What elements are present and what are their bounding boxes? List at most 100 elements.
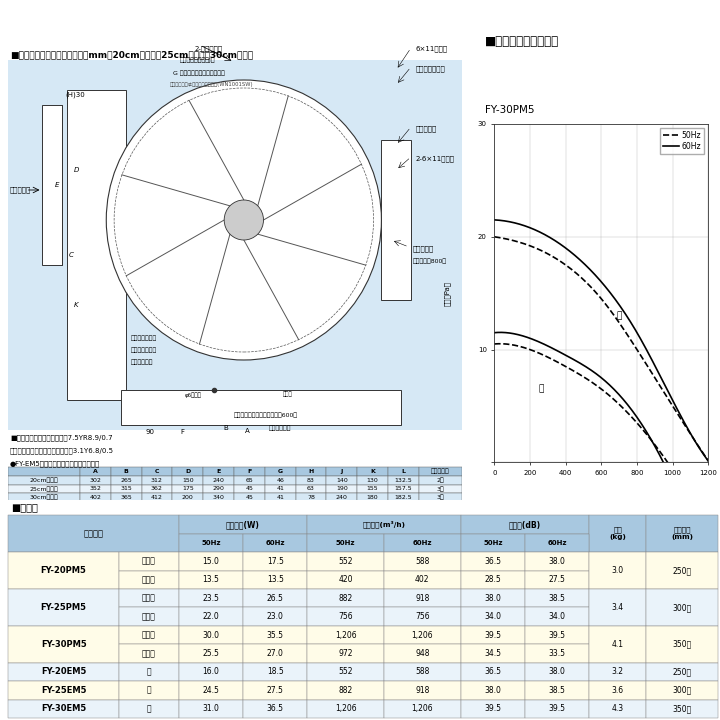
- Bar: [307, 516, 461, 534]
- Bar: [647, 681, 718, 700]
- Text: C: C: [155, 469, 159, 474]
- Bar: [307, 608, 384, 626]
- Bar: [172, 485, 203, 493]
- Bar: [461, 589, 525, 608]
- Bar: [179, 626, 243, 644]
- Text: 4.1: 4.1: [612, 640, 624, 649]
- Text: FY-25EM5: FY-25EM5: [41, 686, 86, 695]
- Bar: [179, 608, 243, 626]
- Text: L: L: [402, 469, 405, 474]
- Text: 電源コード: 電源コード: [413, 245, 434, 251]
- Text: 972: 972: [338, 649, 353, 658]
- Text: 3枚: 3枚: [436, 495, 444, 500]
- Text: 流受け: 流受け: [283, 391, 293, 397]
- Text: 30cmタイプ: 30cmタイプ: [30, 495, 58, 500]
- Text: 3.4: 3.4: [612, 603, 624, 612]
- Bar: [525, 700, 590, 718]
- Bar: [8, 493, 80, 502]
- Bar: [234, 467, 265, 476]
- Bar: [243, 626, 307, 644]
- Bar: [307, 662, 384, 681]
- Bar: [120, 644, 179, 662]
- Text: 18.5: 18.5: [267, 667, 284, 676]
- Bar: [296, 493, 326, 502]
- Bar: [120, 626, 179, 644]
- Text: 排・強: 排・強: [142, 594, 156, 603]
- Bar: [203, 476, 234, 485]
- Text: 34.0: 34.0: [549, 612, 566, 621]
- Bar: [461, 626, 525, 644]
- Text: 250角: 250角: [672, 566, 692, 575]
- Text: 22.0: 22.0: [202, 612, 219, 621]
- Bar: [179, 534, 243, 552]
- Bar: [111, 467, 142, 476]
- Text: 換気風量(m³/h): 換気風量(m³/h): [363, 521, 405, 528]
- Text: 38.5: 38.5: [549, 686, 566, 695]
- Bar: [419, 467, 462, 476]
- Text: 39.5: 39.5: [549, 704, 566, 714]
- Text: 39.5: 39.5: [485, 631, 501, 639]
- Bar: [179, 589, 243, 608]
- Text: FY-30PM5: FY-30PM5: [41, 640, 86, 649]
- Text: 排: 排: [147, 686, 151, 695]
- Text: 78: 78: [307, 495, 315, 500]
- Text: ■マンセル値：オリフィス　7.5YR8.9/0.7: ■マンセル値：オリフィス 7.5YR8.9/0.7: [10, 434, 112, 441]
- Text: 1,206: 1,206: [335, 704, 356, 714]
- Text: 63: 63: [307, 487, 315, 491]
- Text: ■特性表: ■特性表: [12, 502, 38, 512]
- Text: J: J: [341, 469, 343, 474]
- Text: 38.5: 38.5: [549, 594, 566, 603]
- Text: 756: 756: [415, 612, 430, 621]
- Bar: [80, 476, 111, 485]
- Bar: [172, 476, 203, 485]
- Text: 402: 402: [415, 575, 430, 584]
- Text: A: A: [93, 469, 98, 474]
- Bar: [326, 485, 357, 493]
- Bar: [461, 570, 525, 589]
- Bar: [384, 662, 461, 681]
- Bar: [384, 570, 461, 589]
- Bar: [326, 476, 357, 485]
- Bar: [461, 608, 525, 626]
- Text: 50Hz: 50Hz: [201, 540, 220, 546]
- Text: 50Hz: 50Hz: [483, 540, 503, 546]
- Bar: [525, 662, 590, 681]
- Bar: [142, 485, 172, 493]
- Text: 402: 402: [89, 495, 102, 500]
- Text: シャッター: シャッター: [10, 186, 31, 193]
- Text: FY-20PM5: FY-20PM5: [41, 566, 86, 575]
- Text: 排・弱: 排・弱: [142, 575, 156, 584]
- Bar: [179, 662, 243, 681]
- Bar: [243, 552, 307, 570]
- Text: FY-30PM5: FY-30PM5: [485, 105, 534, 115]
- Bar: [525, 534, 590, 552]
- Bar: [203, 493, 234, 502]
- Text: 60Hz: 60Hz: [266, 540, 285, 546]
- Text: 排・弱: 排・弱: [142, 649, 156, 658]
- Text: 消費電力(W): 消費電力(W): [226, 520, 260, 529]
- Bar: [42, 105, 62, 265]
- Text: 300角: 300角: [672, 686, 692, 695]
- Bar: [307, 589, 384, 608]
- Text: 3.6: 3.6: [612, 686, 624, 695]
- Bar: [461, 534, 525, 552]
- Bar: [388, 485, 419, 493]
- Bar: [8, 60, 462, 430]
- Bar: [234, 485, 265, 493]
- Text: 190: 190: [336, 487, 348, 491]
- Bar: [419, 493, 462, 502]
- Text: 38.0: 38.0: [485, 594, 501, 603]
- Text: 90: 90: [145, 429, 155, 435]
- Bar: [8, 476, 80, 485]
- Bar: [382, 140, 411, 300]
- Text: 排・強: 排・強: [142, 631, 156, 639]
- Text: 265: 265: [120, 477, 132, 482]
- Text: 31.0: 31.0: [202, 704, 220, 714]
- Bar: [461, 700, 525, 718]
- Text: 13.5: 13.5: [266, 575, 284, 584]
- Text: 1,206: 1,206: [412, 704, 433, 714]
- Text: 46: 46: [276, 477, 284, 482]
- Bar: [384, 534, 461, 552]
- Bar: [120, 662, 179, 681]
- Bar: [111, 493, 142, 502]
